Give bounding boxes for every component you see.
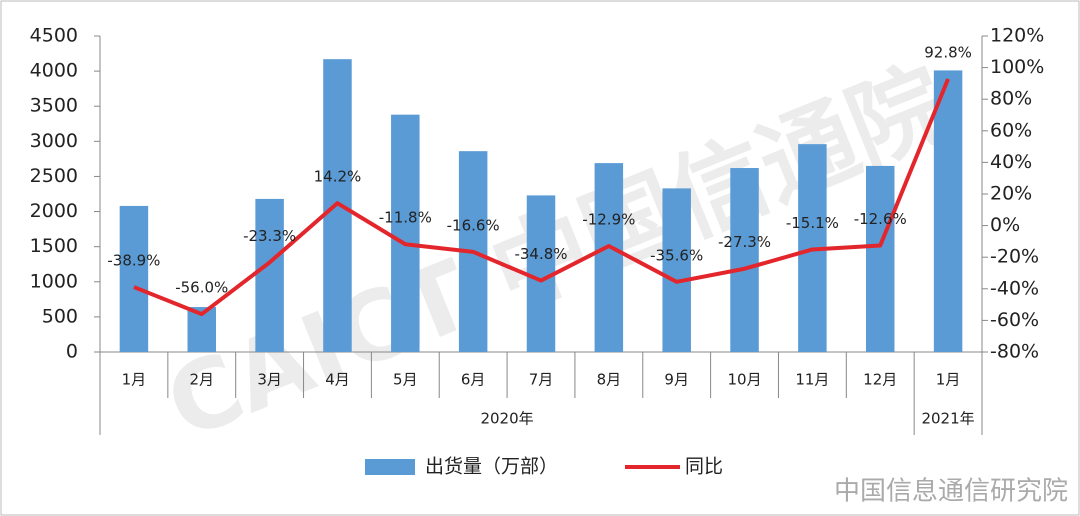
x-tick-label: 9月 xyxy=(664,371,689,389)
y-tick-label: 2500 xyxy=(30,165,78,187)
y2-tick-label: 20% xyxy=(990,183,1032,205)
y-tick-label: 1000 xyxy=(30,270,78,292)
x-group-label: 2021年 xyxy=(921,410,974,428)
data-label: 14.2% xyxy=(314,168,362,186)
data-label: -23.3% xyxy=(243,227,296,245)
y2-tick-label: -80% xyxy=(990,341,1039,363)
bar xyxy=(730,168,759,352)
data-label: -27.3% xyxy=(718,233,771,251)
source: 中国信息通信研究院 xyxy=(834,477,1068,507)
x-tick-label: 2月 xyxy=(189,371,214,389)
bar xyxy=(255,198,284,352)
y2-tick-label: 60% xyxy=(990,119,1032,141)
data-label: 92.8% xyxy=(924,43,972,61)
legend-swatch xyxy=(365,459,415,475)
y-tick-label: 3500 xyxy=(30,95,78,117)
data-label: -12.9% xyxy=(582,210,635,228)
x-tick-label: 8月 xyxy=(597,371,622,389)
y2-tick-label: 100% xyxy=(990,56,1044,78)
bar xyxy=(119,205,149,352)
bar xyxy=(594,163,624,352)
y-tick-label: 4500 xyxy=(30,25,78,47)
y-tick-label: 500 xyxy=(42,305,78,327)
y2-tick-label: 0% xyxy=(990,214,1020,236)
data-label: -16.6% xyxy=(447,216,500,234)
y-tick-label: 1500 xyxy=(30,235,78,257)
x-tick-label: 3月 xyxy=(257,371,282,389)
y2-tick-label: 120% xyxy=(990,25,1044,47)
x-group-label: 2020年 xyxy=(480,410,533,428)
bar xyxy=(391,114,420,352)
data-label: -15.1% xyxy=(786,214,839,232)
data-label: -34.8% xyxy=(514,245,567,263)
x-tick-label: 7月 xyxy=(529,371,554,389)
y2-tick-label: -60% xyxy=(990,309,1039,331)
y2-tick-label: -20% xyxy=(990,246,1039,268)
y2-tick-label: 80% xyxy=(990,88,1032,110)
y-tick-label: 2000 xyxy=(30,200,78,222)
y2-tick-label: -40% xyxy=(990,277,1039,299)
y-tick-label: 0 xyxy=(66,341,78,363)
data-label: -56.0% xyxy=(175,279,228,297)
bar xyxy=(933,70,963,353)
x-tick-label: 4月 xyxy=(325,371,350,389)
x-tick-label: 6月 xyxy=(461,371,486,389)
line xyxy=(133,78,950,317)
x-tick-label: 12月 xyxy=(863,371,897,389)
data-label: -35.6% xyxy=(650,246,703,264)
y2-tick-label: 40% xyxy=(990,151,1032,173)
y-tick-label: 3000 xyxy=(30,130,78,152)
x-tick-label: 1月 xyxy=(936,371,961,389)
data-label: -38.9% xyxy=(107,252,160,270)
x-tick-label: 11月 xyxy=(795,371,829,389)
data-label: -12.6% xyxy=(854,210,907,228)
y-tick-label: 4000 xyxy=(30,60,78,82)
legend-label: 同比 xyxy=(685,456,723,478)
x-tick-label: 10月 xyxy=(727,371,761,389)
x-tick-label: 5月 xyxy=(393,371,418,389)
legend-label: 出货量（万部） xyxy=(425,456,558,478)
bar xyxy=(662,188,691,352)
bar xyxy=(865,165,895,352)
x-tick-label: 1月 xyxy=(122,371,147,389)
data-label: -11.8% xyxy=(379,209,432,227)
